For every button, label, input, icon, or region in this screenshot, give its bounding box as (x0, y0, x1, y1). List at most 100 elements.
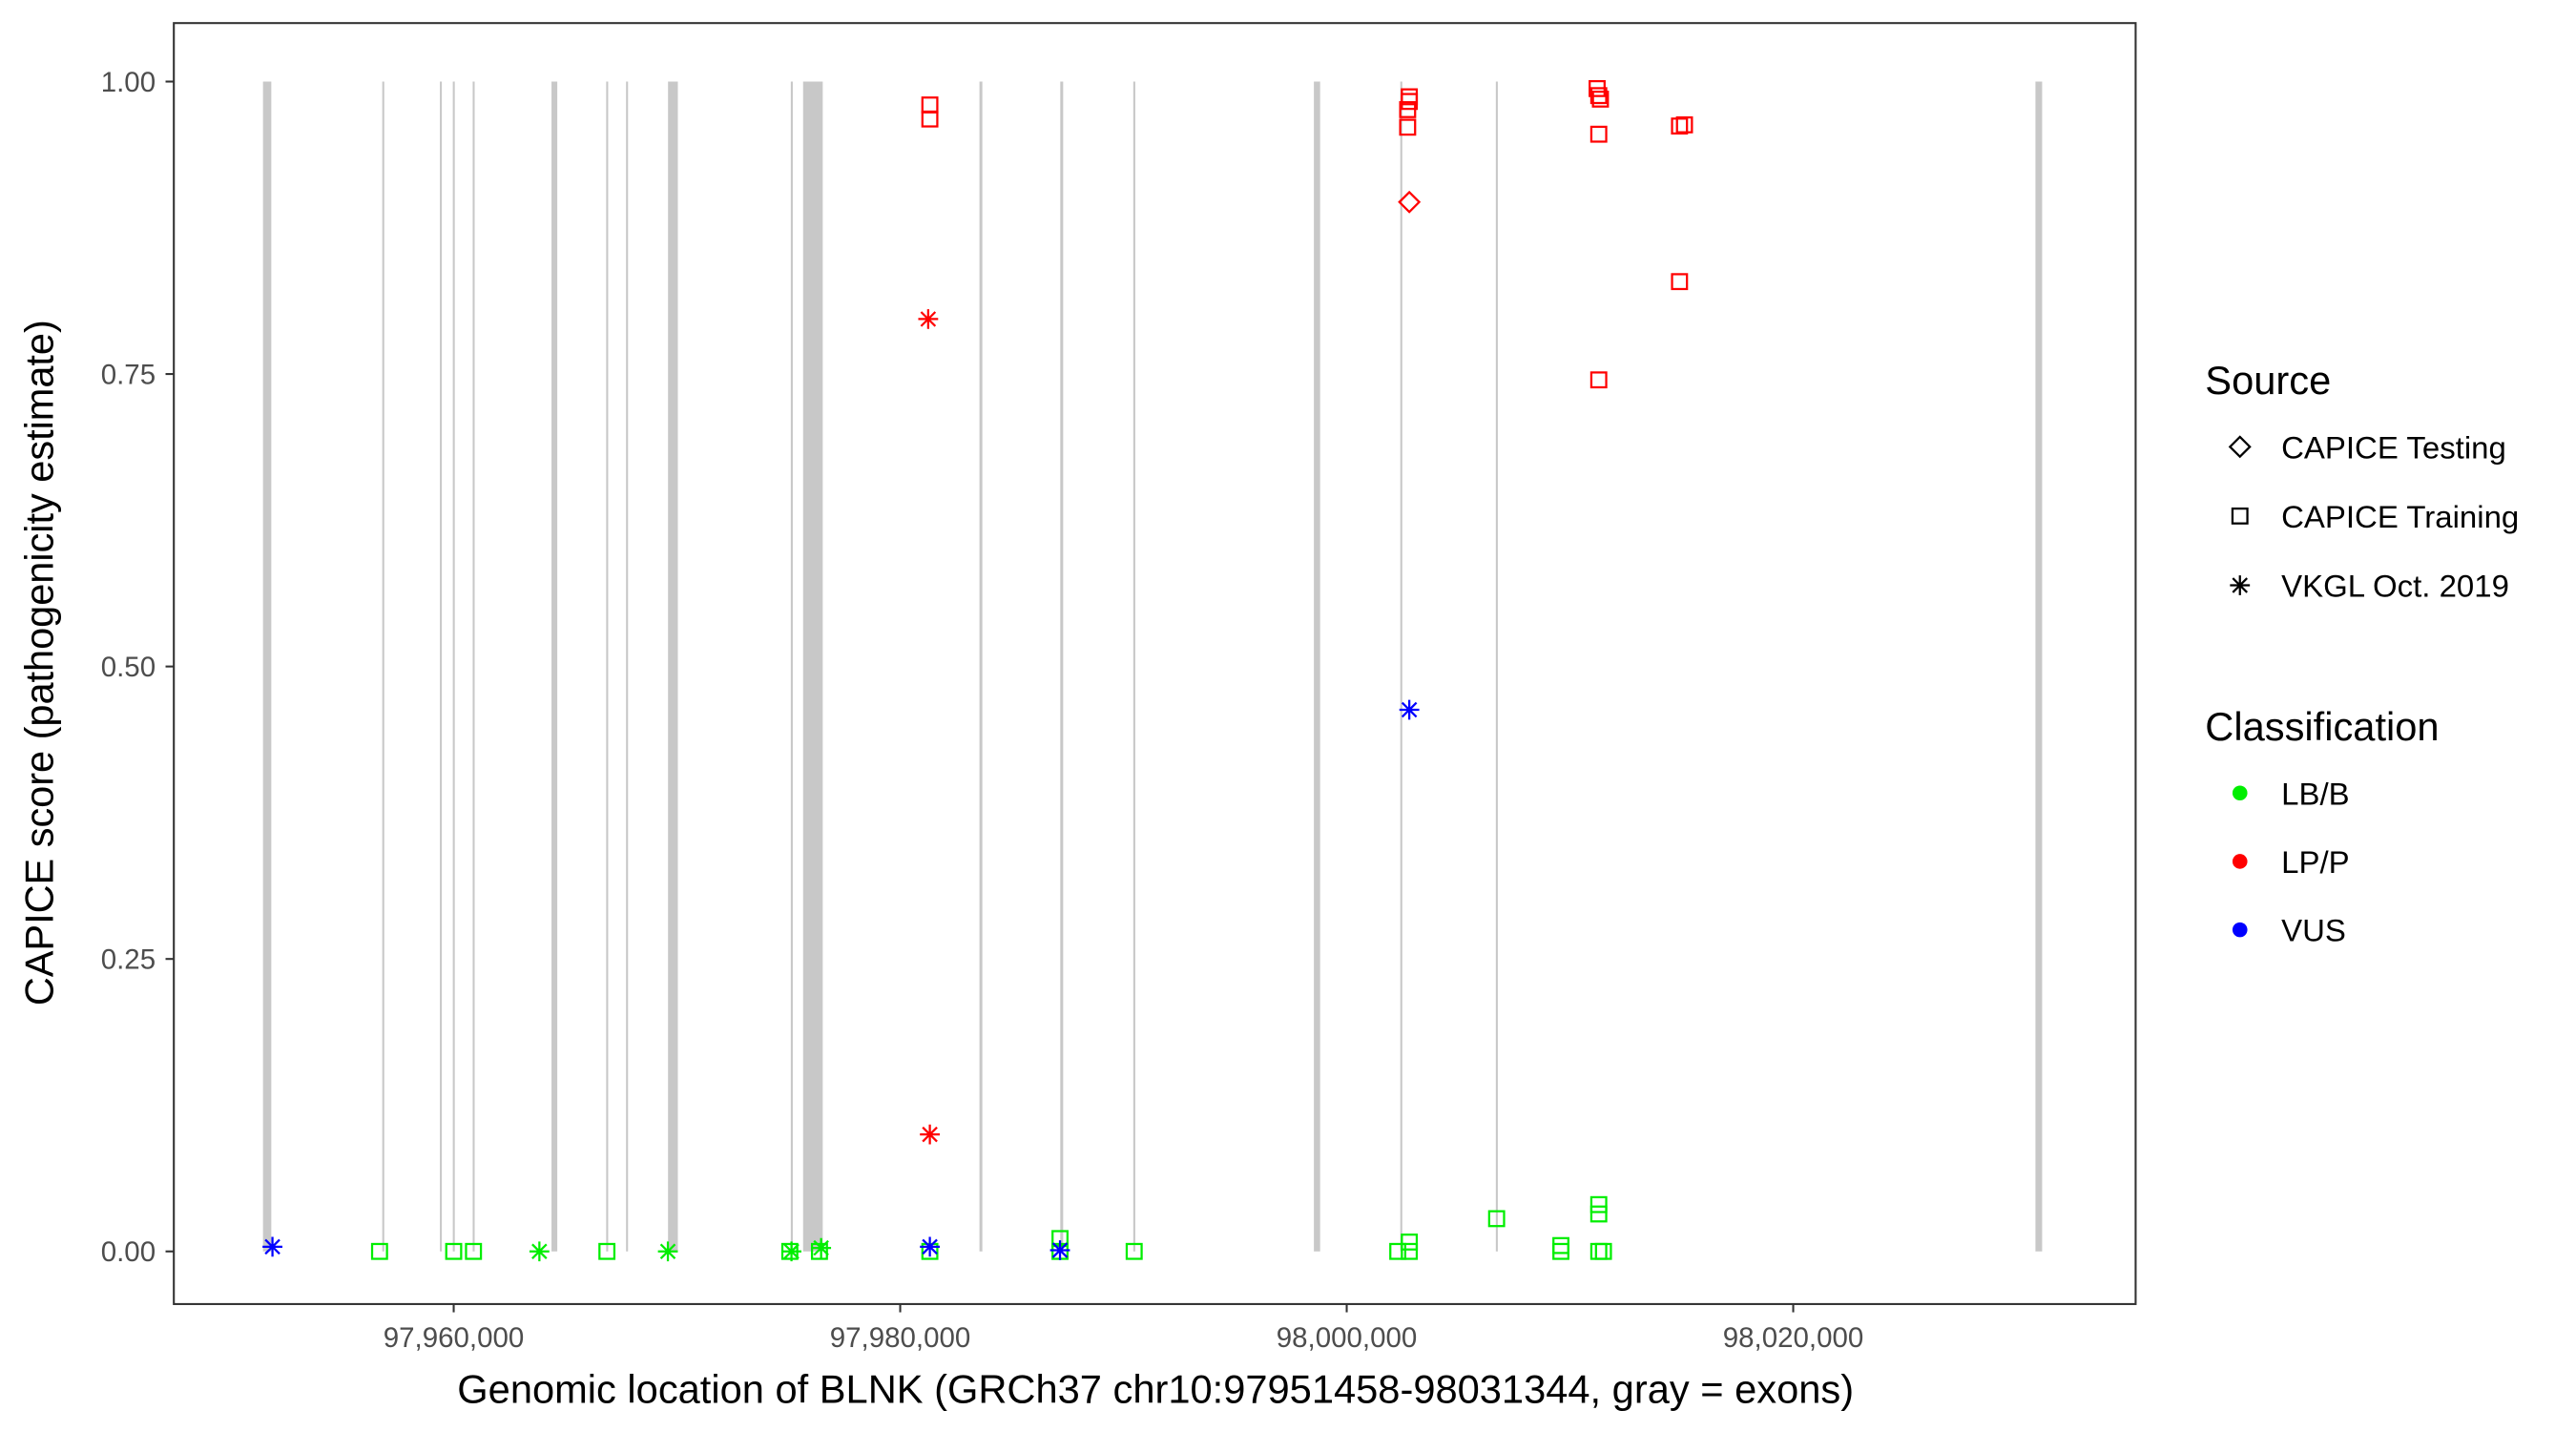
dot-marker (2232, 785, 2248, 800)
x-tick-label: 98,000,000 (1277, 1322, 1418, 1354)
data-point (1675, 115, 1693, 134)
square-marker (598, 1242, 616, 1260)
data-point (918, 309, 939, 329)
asterisk-marker (262, 1236, 282, 1257)
asterisk-marker (1399, 699, 1420, 720)
exon-band (1495, 81, 1498, 1252)
exon-band (551, 81, 558, 1252)
data-point (1589, 87, 1608, 105)
square-marker (1401, 1234, 1419, 1251)
square-marker (1671, 117, 1689, 135)
x-axis-title: Genomic location of BLNK (GRCh37 chr10:9… (457, 1367, 1854, 1412)
exon-band (626, 81, 629, 1252)
legend-source-label: CAPICE Training (2281, 499, 2519, 534)
data-point (781, 1241, 801, 1262)
square-marker (2231, 507, 2249, 525)
legend-classification-label: VUS (2281, 913, 2346, 948)
exon-band (979, 81, 983, 1252)
y-axis-ticks: 0.00 0.25 0.50 0.75 1.00 (101, 67, 175, 1268)
exon-band (668, 81, 678, 1252)
exon-band (262, 81, 272, 1252)
exon-band (1400, 81, 1402, 1252)
legend-source-label: VKGL Oct. 2019 (2281, 569, 2509, 604)
data-point (1399, 699, 1420, 720)
square-marker (1401, 1242, 1419, 1260)
data-points (262, 79, 1693, 1262)
x-tick-label: 97,980,000 (830, 1322, 971, 1354)
dot-marker (2232, 922, 2248, 938)
exon-band (1060, 81, 1064, 1252)
y-tick-label: 1.00 (101, 67, 156, 98)
x-tick-label: 97,960,000 (384, 1322, 525, 1354)
data-point (1671, 273, 1689, 291)
legend-key-dot-icon (2232, 922, 2248, 938)
exon-band (1314, 81, 1320, 1252)
square-marker (1671, 273, 1689, 291)
square-marker (1589, 125, 1608, 143)
data-point (529, 1241, 550, 1262)
legend-key-asterisk-icon (2230, 575, 2251, 595)
data-point (1399, 101, 1417, 118)
data-point (920, 1236, 941, 1257)
exon-band (452, 81, 455, 1252)
legend-classification: Classification LB/B LP/P VUS (2205, 704, 2439, 948)
plot-panel (174, 23, 2136, 1304)
data-point (598, 1242, 616, 1260)
asterisk-marker (657, 1241, 678, 1262)
square-marker (1589, 371, 1608, 389)
y-tick-label: 0.50 (101, 652, 156, 683)
data-point (1589, 1195, 1608, 1213)
data-point (1591, 90, 1610, 108)
data-point (370, 1242, 388, 1260)
data-point (1589, 125, 1608, 143)
exon-band (606, 81, 609, 1252)
data-point (1398, 190, 1422, 214)
square-marker (1487, 1210, 1506, 1228)
exon-band (440, 81, 443, 1252)
data-point (262, 1236, 282, 1257)
data-point (1671, 117, 1689, 135)
legend-key-dot-icon (2232, 785, 2248, 800)
legend-source: Source CAPICE Testing CAPICE Training VKGL… (2205, 358, 2519, 603)
legend-classification-label: LB/B (2281, 776, 2349, 811)
square-marker (1589, 1205, 1608, 1223)
data-point (1487, 1210, 1506, 1228)
exon-band (472, 81, 475, 1252)
asterisk-marker (920, 1124, 941, 1145)
data-point (657, 1241, 678, 1262)
data-point (811, 1237, 832, 1258)
square-marker (1552, 1242, 1569, 1260)
x-tick-label: 98,020,000 (1723, 1322, 1864, 1354)
asterisk-marker (811, 1237, 832, 1258)
diamond-marker (2228, 435, 2252, 459)
square-marker (465, 1242, 483, 1260)
data-point (1049, 1240, 1070, 1260)
data-point (1389, 1242, 1406, 1260)
exon-band (802, 81, 823, 1252)
data-point (921, 110, 939, 128)
y-tick-label: 0.00 (101, 1236, 156, 1268)
y-tick-label: 0.25 (101, 944, 156, 976)
asterisk-marker (1049, 1240, 1070, 1260)
square-marker (1399, 101, 1417, 118)
data-point (920, 1124, 941, 1145)
data-point (1125, 1242, 1143, 1260)
exon-bands (262, 81, 2043, 1252)
data-point (1589, 371, 1608, 389)
square-marker (445, 1242, 463, 1260)
data-point (1399, 118, 1417, 136)
data-point (1552, 1242, 1569, 1260)
plot-border (173, 22, 2137, 1305)
legend-key-square-icon (2231, 507, 2249, 525)
exon-band (1132, 81, 1135, 1252)
legend-source-label: CAPICE Testing (2281, 429, 2506, 465)
asterisk-marker (781, 1241, 801, 1262)
square-marker (810, 1242, 828, 1260)
square-marker (370, 1242, 388, 1260)
legend-classification-title: Classification (2205, 704, 2439, 749)
square-marker (921, 110, 939, 128)
legend-source-title: Source (2205, 358, 2331, 403)
data-point (1589, 1205, 1608, 1223)
square-marker (1125, 1242, 1143, 1260)
